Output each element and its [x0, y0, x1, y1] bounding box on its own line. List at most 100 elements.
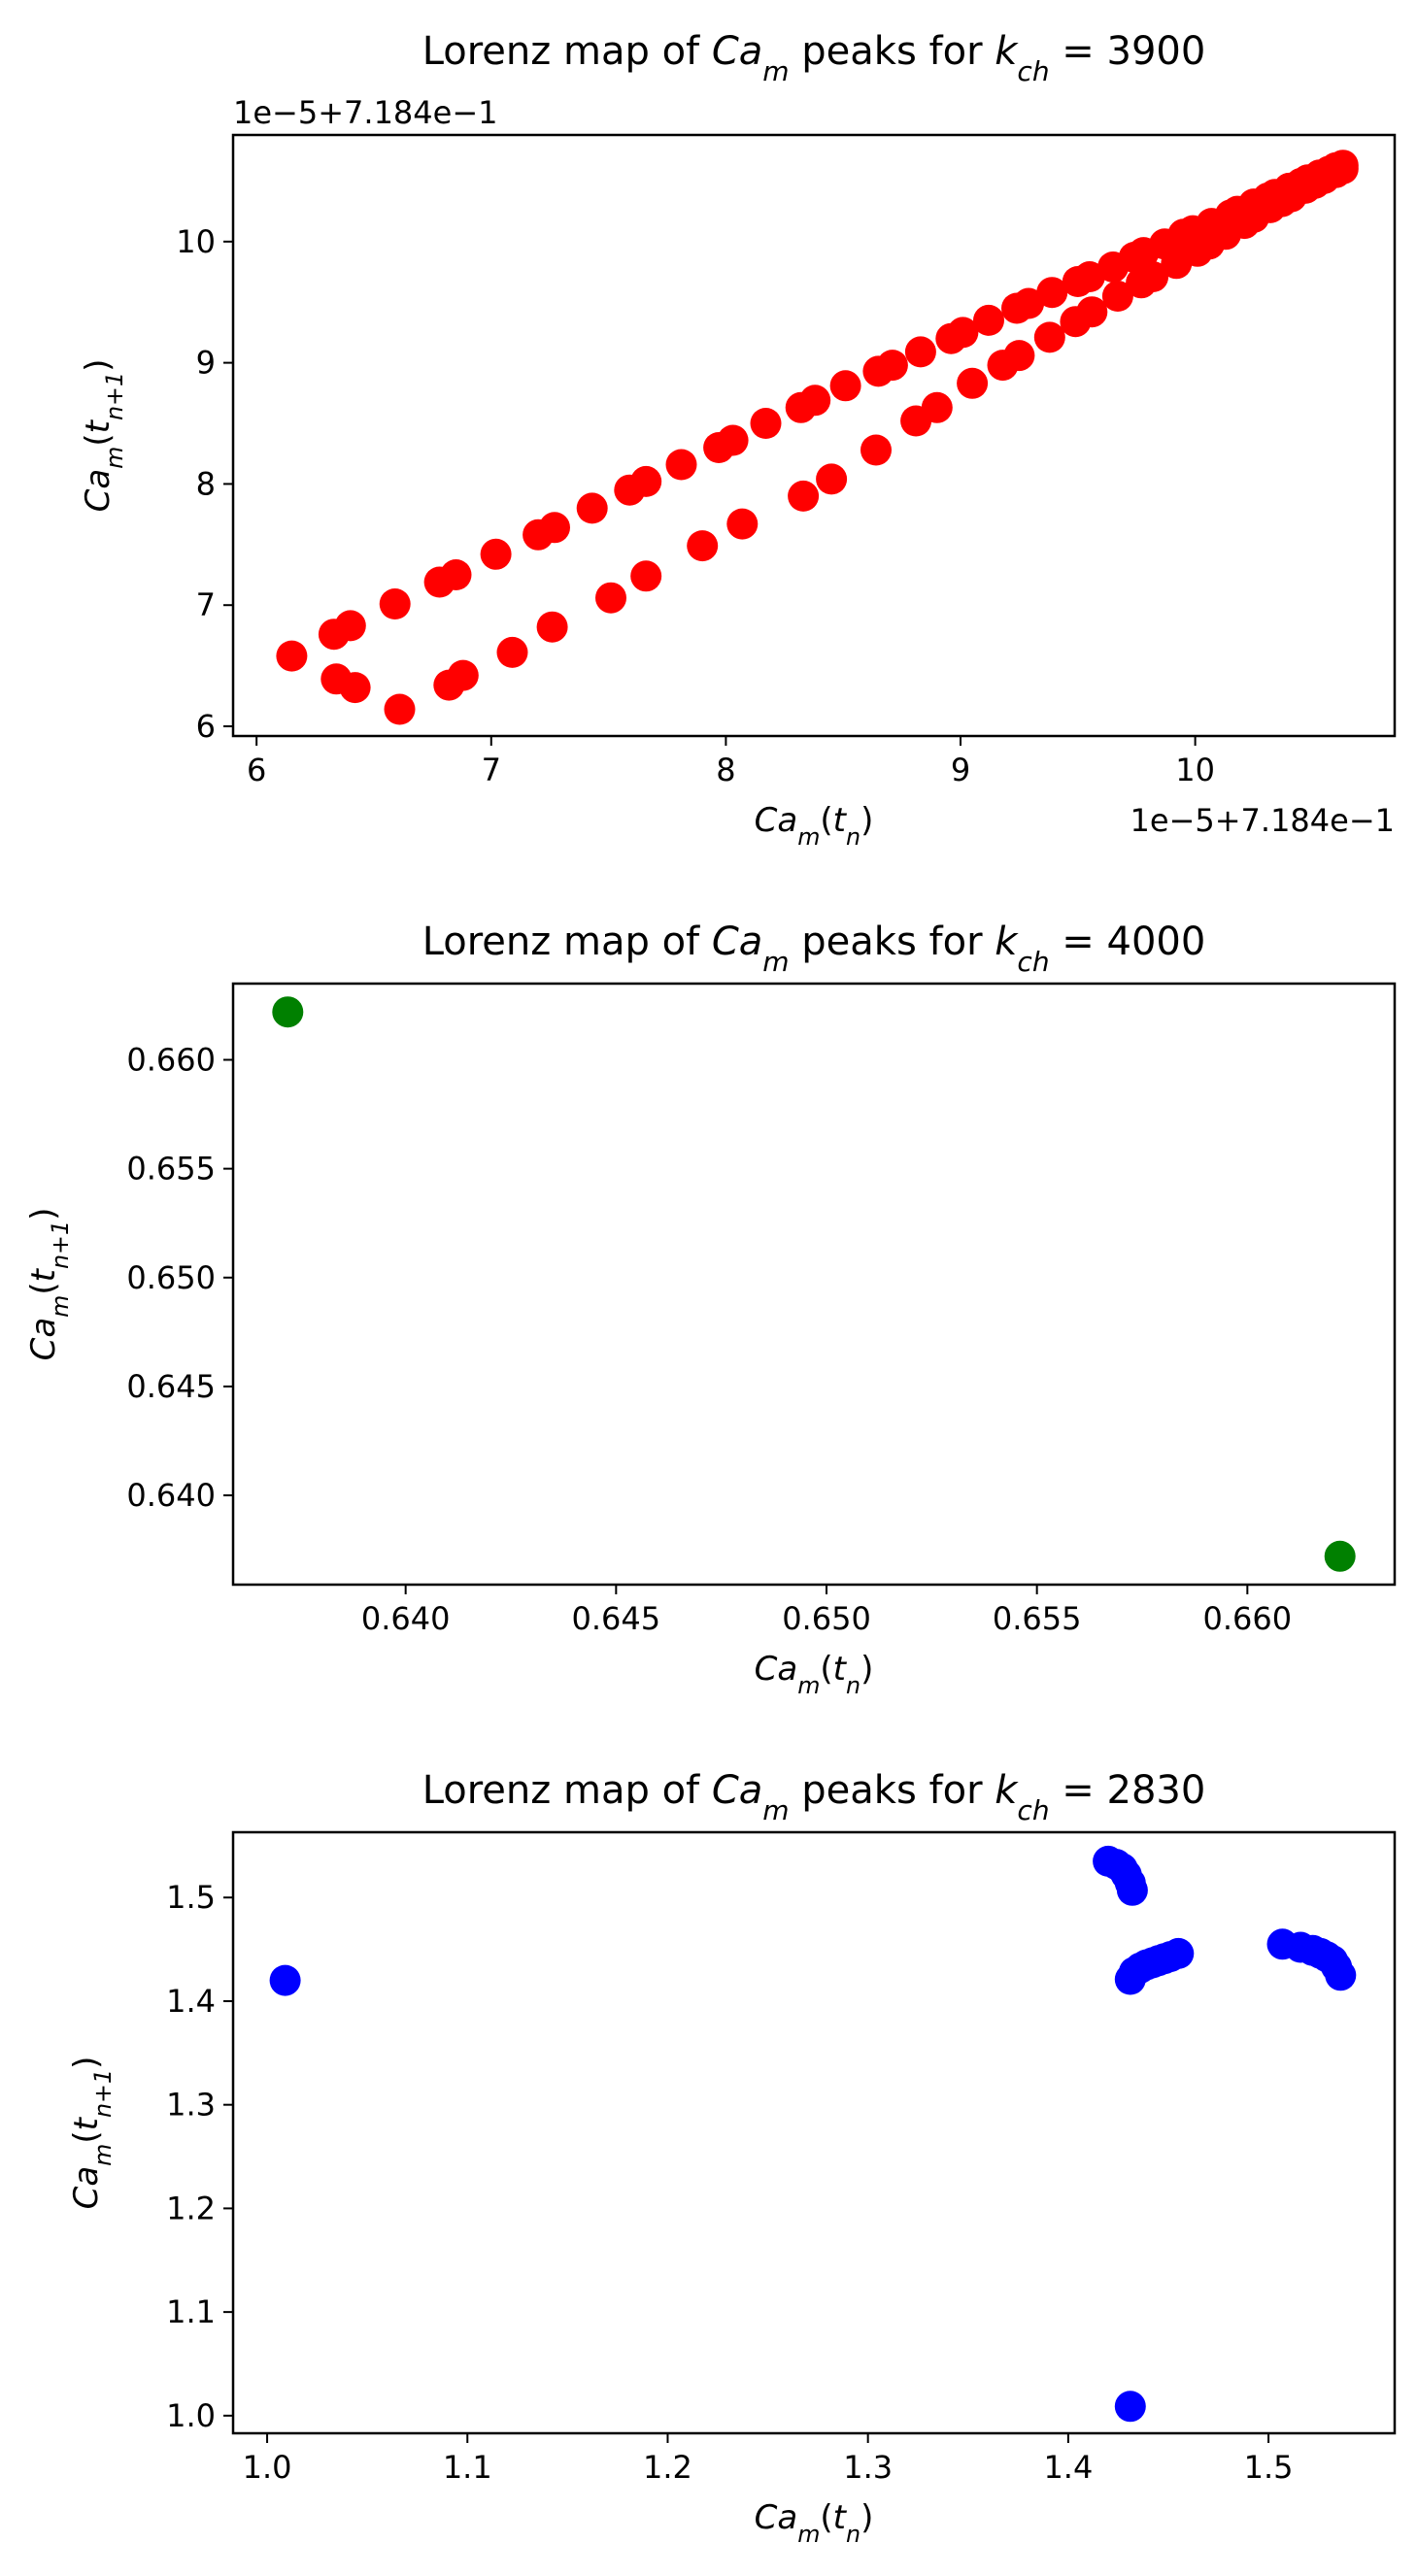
data-point	[576, 492, 608, 524]
data-point	[334, 610, 366, 642]
x-axis-label: Cam(tn)	[755, 2498, 874, 2548]
data-point	[1324, 1540, 1356, 1572]
x-tick-label: 1.2	[643, 2449, 692, 2486]
data-point	[860, 434, 892, 466]
data-point	[1036, 277, 1068, 309]
y-tick-label: 8	[196, 465, 216, 502]
data-point	[987, 350, 1019, 382]
x-tick-label: 7	[482, 752, 501, 788]
x-tick-label: 0.660	[1203, 1600, 1293, 1637]
x-tick-label: 1.5	[1244, 2449, 1294, 2486]
plot-frame	[231, 982, 1397, 1587]
chart-3: Lorenz map of Cam peaks for kch = 2830 1.…	[67, 1768, 1397, 2548]
data-point	[496, 636, 528, 668]
x-tick-label: 0.655	[993, 1600, 1082, 1637]
x-tick-label: 6	[247, 752, 266, 788]
y-tick-label: 0.640	[126, 1477, 216, 1514]
data-point	[1116, 1874, 1148, 1906]
x-tick-label: 10	[1175, 752, 1215, 788]
chart-title: Lorenz map of Cam peaks for kch = 2830	[422, 1768, 1206, 1826]
data-point	[276, 640, 308, 672]
data-point	[1073, 261, 1105, 292]
y-tick-label: 0.655	[126, 1151, 216, 1188]
x-axis-label: Cam(tn)	[755, 801, 874, 851]
y-axis-label: Cam(tn+1)	[67, 2057, 117, 2210]
data-point	[384, 693, 416, 725]
x-tick-label: 1.1	[443, 2449, 492, 2486]
y-tick-label: 0.650	[126, 1259, 216, 1296]
x-tick-label: 9	[951, 752, 970, 788]
data-point	[687, 530, 719, 562]
y-tick-label: 1.5	[166, 1879, 216, 1916]
data-point	[1060, 306, 1092, 338]
y-offset-label: 1e−5+7.184e−1	[233, 94, 498, 131]
y-tick-label: 0.645	[126, 1368, 216, 1405]
data-point	[947, 317, 979, 349]
data-point	[1013, 287, 1045, 319]
y-tick-label: 1.4	[166, 1983, 216, 2020]
chart-1: Lorenz map of Cam peaks for kch = 3900 6 7…	[79, 29, 1397, 851]
data-series	[276, 150, 1359, 725]
x-offset-label: 1e−5+7.184e−1	[1130, 802, 1396, 839]
x-tick-label: 1.3	[843, 2449, 893, 2486]
x-tick-label: 8	[716, 752, 735, 788]
chart-title: Lorenz map of Cam peaks for kch = 4000	[422, 920, 1206, 978]
data-point	[829, 370, 861, 402]
data-point	[321, 663, 353, 695]
data-point	[1101, 281, 1133, 312]
data-point	[595, 582, 626, 614]
data-point	[904, 336, 936, 368]
data-point	[269, 1964, 301, 1996]
data-point	[788, 480, 820, 512]
data-point	[1163, 1937, 1195, 1969]
data-point	[630, 465, 662, 497]
x-axis-label: Cam(tn)	[755, 1650, 874, 1699]
data-point	[957, 367, 989, 399]
data-series	[272, 996, 1356, 1572]
y-axis-label: Cam(tn+1)	[24, 1208, 74, 1361]
y-tick-label: 1.1	[166, 2293, 216, 2330]
y-tick-label: 7	[196, 586, 216, 623]
x-tick-label: 1.0	[243, 2449, 292, 2486]
data-point	[900, 405, 932, 437]
data-point	[1033, 321, 1065, 353]
y-tick-label: 0.660	[126, 1041, 216, 1078]
y-tick-label: 1.2	[166, 2190, 216, 2226]
y-tick-label: 1.0	[166, 2397, 216, 2434]
data-point	[726, 508, 759, 540]
data-point	[1161, 248, 1193, 280]
x-tick-label: 0.640	[361, 1600, 451, 1637]
y-tick-label: 6	[196, 708, 216, 745]
y-tick-label: 9	[196, 345, 216, 382]
data-point	[1325, 1959, 1357, 1991]
y-axis-label: Cam(tn+1)	[79, 359, 128, 513]
data-point	[539, 512, 570, 544]
data-point	[876, 350, 908, 382]
data-point	[536, 611, 568, 643]
x-tick-label: 0.650	[782, 1600, 871, 1637]
chart-2: Lorenz map of Cam peaks for kch = 4000 0.…	[24, 920, 1397, 1699]
data-point	[440, 559, 472, 590]
data-point	[973, 304, 1004, 336]
data-point	[379, 588, 411, 619]
y-tick-label: 1.3	[166, 2087, 216, 2124]
data-point	[480, 538, 512, 570]
chart-title: Lorenz map of Cam peaks for kch = 3900	[422, 29, 1206, 87]
plot-frame	[231, 133, 1397, 738]
plot-frame	[231, 1830, 1397, 2435]
data-point	[433, 669, 465, 701]
data-point	[1114, 2391, 1146, 2423]
data-point	[816, 463, 848, 495]
y-tick-label: 10	[176, 223, 216, 260]
data-point	[799, 385, 831, 417]
data-point	[1126, 267, 1158, 299]
data-series	[269, 1845, 1357, 2423]
data-point	[630, 560, 662, 592]
x-tick-label: 1.4	[1043, 2449, 1093, 2486]
x-tick-label: 0.645	[572, 1600, 661, 1637]
data-point	[717, 424, 749, 456]
data-point	[665, 449, 697, 481]
data-point	[750, 408, 782, 439]
data-point	[272, 996, 304, 1028]
